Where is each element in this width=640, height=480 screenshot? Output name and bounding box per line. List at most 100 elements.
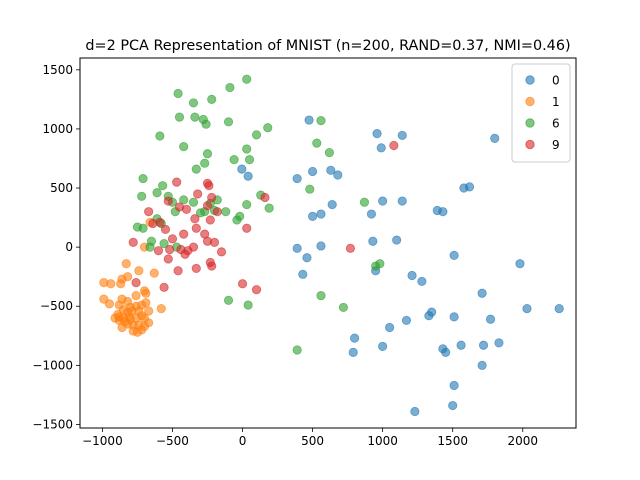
- point-1-27: [156, 304, 166, 314]
- point-9-4: [193, 189, 203, 199]
- point-9-19: [167, 234, 178, 244]
- point-6-11: [316, 116, 326, 126]
- point-6-46: [138, 223, 148, 233]
- point-0-43: [478, 340, 489, 350]
- y-tick-label: −500: [40, 299, 73, 313]
- point-9-15: [148, 218, 158, 229]
- point-9-17: [191, 223, 201, 233]
- legend-marker-1: [525, 96, 535, 107]
- legend-label-9: 9: [552, 138, 560, 152]
- axes-frame: [79, 57, 577, 429]
- point-0-3: [372, 129, 382, 139]
- point-0-51: [448, 400, 458, 411]
- point-6-20: [244, 155, 255, 165]
- point-0-34: [522, 304, 532, 314]
- point-0-23: [302, 253, 312, 263]
- point-6-44: [359, 197, 370, 207]
- y-tick-label: 500: [50, 181, 73, 195]
- point-9-32: [173, 266, 183, 276]
- x-tick-label: −500: [156, 434, 189, 448]
- y-tick-label: −1500: [32, 417, 73, 431]
- series-9: [128, 140, 399, 295]
- point-0-49: [477, 360, 487, 370]
- point-6-15: [179, 142, 189, 152]
- point-9-29: [216, 247, 227, 257]
- point-6-8: [201, 119, 211, 129]
- point-6-28: [188, 197, 199, 207]
- point-9-18: [179, 229, 189, 239]
- point-1-47: [124, 312, 134, 322]
- point-9-42: [251, 285, 262, 295]
- point-0-0: [237, 164, 247, 174]
- point-9-36: [242, 223, 252, 233]
- point-1-2: [149, 268, 159, 278]
- point-0-44: [494, 338, 504, 348]
- point-0-27: [515, 259, 525, 269]
- point-1-45: [137, 325, 147, 335]
- point-0-6: [376, 143, 386, 153]
- point-0-15: [378, 196, 388, 206]
- point-0-50: [449, 380, 459, 391]
- point-9-31: [191, 263, 201, 274]
- point-6-18: [324, 147, 334, 158]
- point-9-34: [205, 257, 215, 268]
- legend: 0 1 6 9: [511, 63, 571, 163]
- x-tick-label: 0: [239, 434, 247, 448]
- point-9-5: [207, 192, 217, 203]
- point-0-18: [366, 209, 377, 219]
- point-0-1: [243, 171, 253, 181]
- point-0-38: [449, 312, 459, 322]
- x-axis: −1000 −500 0 500 1000 1500 2000: [82, 428, 538, 448]
- point-1-8: [123, 272, 133, 282]
- point-0-22: [316, 241, 326, 251]
- point-6-37: [221, 207, 231, 217]
- point-6-23: [138, 173, 148, 184]
- point-6-4: [225, 82, 235, 93]
- point-0-39: [485, 314, 496, 324]
- point-0-30: [407, 270, 417, 281]
- legend-label-0: 0: [552, 74, 560, 88]
- point-9-6: [163, 196, 173, 206]
- series-0: [237, 115, 564, 417]
- point-6-43: [305, 184, 315, 194]
- point-0-7: [326, 165, 336, 175]
- point-0-42: [456, 340, 466, 350]
- legend-marker-6: [525, 118, 535, 128]
- point-1-14: [104, 299, 115, 309]
- point-9-13: [144, 207, 154, 217]
- point-1-4: [121, 259, 131, 269]
- point-0-41: [385, 322, 395, 333]
- x-tick-label: −1000: [82, 434, 123, 448]
- point-9-12: [212, 207, 222, 217]
- x-tick-label: 2000: [507, 434, 538, 448]
- point-0-16: [307, 211, 318, 221]
- point-9-37: [260, 192, 270, 203]
- point-0-48: [441, 347, 451, 357]
- point-6-54: [375, 259, 385, 269]
- legend-box: [511, 63, 571, 163]
- point-0-26: [449, 250, 459, 261]
- point-6-12: [263, 123, 273, 133]
- point-0-52: [410, 406, 420, 417]
- point-6-25: [152, 188, 162, 198]
- point-6-40: [242, 199, 252, 210]
- point-0-4: [397, 130, 407, 141]
- point-1-6: [106, 279, 116, 289]
- point-6-59: [292, 345, 302, 355]
- point-6-16: [202, 149, 213, 159]
- point-1-11: [131, 290, 141, 301]
- point-6-24: [158, 181, 168, 191]
- point-1-3: [134, 266, 144, 276]
- point-6-1: [242, 74, 252, 84]
- point-0-10: [292, 173, 302, 184]
- legend-label-6: 6: [552, 117, 560, 131]
- point-0-37: [424, 311, 434, 321]
- point-6-39: [235, 211, 245, 221]
- point-9-28: [209, 237, 220, 248]
- point-0-40: [350, 333, 360, 343]
- point-6-57: [223, 295, 234, 305]
- point-0-28: [298, 269, 308, 279]
- point-6-55: [316, 290, 326, 301]
- y-tick-label: 1000: [42, 122, 73, 136]
- x-tick-label: 500: [301, 434, 324, 448]
